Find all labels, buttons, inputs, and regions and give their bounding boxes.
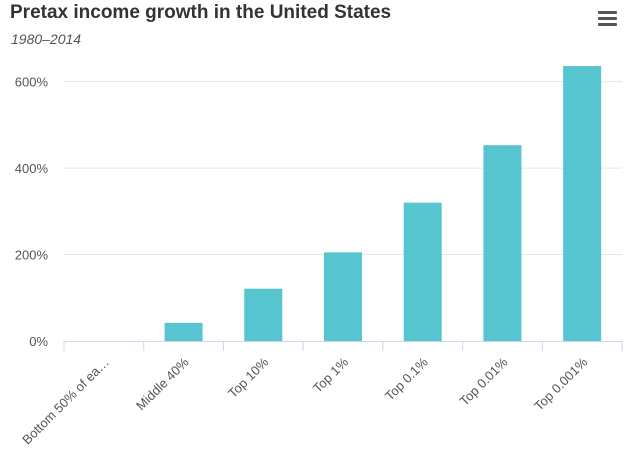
bar xyxy=(483,145,522,341)
y-tick-label: 0% xyxy=(29,334,48,349)
x-category-label: Top 0.01% xyxy=(457,354,511,408)
x-category-label: Bottom 50% of ea… xyxy=(19,355,112,448)
y-tick-label: 200% xyxy=(15,248,49,263)
x-category-label: Top 1% xyxy=(310,354,352,396)
bar xyxy=(244,288,283,341)
chart-subtitle: 1980–2014 xyxy=(11,31,82,47)
bar xyxy=(324,252,362,341)
y-tick-label: 400% xyxy=(15,161,49,176)
x-category-label: Top 10% xyxy=(225,354,272,401)
x-category-label: Top 0.1% xyxy=(382,354,431,403)
x-category-label: Middle 40% xyxy=(133,354,192,413)
chart-title: Pretax income growth in the United State… xyxy=(10,2,392,23)
bar xyxy=(563,66,602,341)
x-category-label: Top 0.001% xyxy=(531,354,590,413)
bar xyxy=(164,322,203,341)
y-tick-label: 600% xyxy=(15,75,49,90)
chart-menu-button[interactable] xyxy=(590,4,624,32)
bar xyxy=(403,202,442,341)
